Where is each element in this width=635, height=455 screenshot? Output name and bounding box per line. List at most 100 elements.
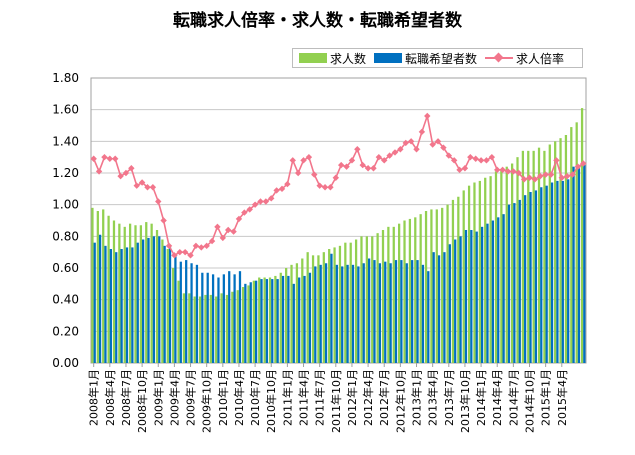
bar-job-seekers bbox=[405, 263, 408, 363]
point-ratio bbox=[526, 174, 533, 181]
point-ratio bbox=[553, 157, 560, 164]
bar-job-openings bbox=[123, 226, 126, 363]
bar-job-seekers bbox=[437, 255, 441, 363]
point-ratio bbox=[520, 176, 528, 183]
bar-job-openings bbox=[424, 211, 428, 363]
bar-job-openings bbox=[381, 230, 385, 363]
x-tick-label: 2009年10月 bbox=[200, 369, 214, 433]
y-tick-label: 1.20 bbox=[52, 166, 79, 180]
bar-job-seekers bbox=[421, 264, 425, 363]
point-ratio bbox=[424, 112, 431, 120]
point-ratio bbox=[381, 157, 388, 164]
x-tick-label: 2014年10月 bbox=[523, 369, 537, 433]
point-ratio bbox=[321, 184, 329, 191]
point-ratio bbox=[284, 180, 291, 188]
point-ratio bbox=[294, 169, 302, 177]
bar-job-openings bbox=[365, 236, 368, 363]
x-tick-label: 2013年7月 bbox=[442, 369, 456, 426]
bar-job-openings bbox=[91, 207, 94, 363]
bar-job-openings bbox=[532, 150, 535, 363]
legend-label-job-openings: 求人数 bbox=[330, 51, 367, 66]
bar-job-seekers bbox=[115, 252, 118, 363]
bar-job-openings bbox=[295, 263, 299, 363]
x-tick-label: 2011年7月 bbox=[313, 369, 327, 426]
bar-job-seekers bbox=[561, 180, 564, 363]
bar-job-openings bbox=[166, 249, 169, 363]
point-ratio bbox=[445, 152, 452, 159]
bar-job-seekers bbox=[427, 271, 430, 363]
point-ratio bbox=[467, 153, 474, 161]
point-ratio bbox=[337, 161, 345, 169]
point-ratio bbox=[499, 166, 506, 174]
bar-job-openings bbox=[543, 150, 546, 363]
bar-job-openings bbox=[317, 255, 320, 363]
bar-job-seekers bbox=[411, 260, 414, 363]
point-ratio bbox=[343, 163, 350, 170]
x-tick-label: 2011年10月 bbox=[329, 369, 343, 433]
point-ratio bbox=[101, 153, 108, 161]
y-tick-label: 1.60 bbox=[52, 103, 79, 117]
bar-job-openings bbox=[403, 220, 406, 363]
bar-job-seekers bbox=[362, 263, 365, 363]
x-tick-label: 2013年1月 bbox=[410, 369, 424, 426]
point-ratio bbox=[219, 234, 227, 242]
bar-job-seekers bbox=[583, 165, 586, 363]
x-tick-label: 2010年1月 bbox=[216, 369, 230, 426]
bar-job-seekers bbox=[491, 220, 494, 363]
bar-job-openings bbox=[198, 296, 202, 363]
bar-job-openings bbox=[225, 294, 229, 363]
legend-swatch-job-openings bbox=[299, 53, 327, 63]
point-ratio bbox=[418, 128, 426, 136]
point-ratio bbox=[225, 226, 232, 234]
bar-job-openings bbox=[112, 220, 116, 363]
point-ratio bbox=[488, 153, 496, 161]
bar-job-seekers bbox=[158, 236, 161, 363]
bar-job-seekers bbox=[502, 214, 505, 363]
bar-job-openings bbox=[435, 209, 438, 363]
x-tick-label: 2008年7月 bbox=[119, 369, 133, 426]
legend-swatch-ratio bbox=[485, 53, 514, 63]
bar-job-openings bbox=[500, 169, 503, 363]
bar-job-openings bbox=[414, 217, 417, 363]
bar-job-openings bbox=[247, 285, 250, 363]
bar-job-openings bbox=[376, 233, 379, 363]
bar-job-openings bbox=[172, 268, 175, 363]
x-tick-label: 2014年4月 bbox=[490, 369, 504, 426]
bar-job-openings bbox=[419, 214, 422, 363]
y-tick-label: 1.00 bbox=[52, 198, 79, 212]
bar-job-seekers bbox=[550, 182, 554, 363]
x-tick-label: 2014年1月 bbox=[474, 369, 488, 426]
point-ratio bbox=[235, 215, 243, 223]
bar-job-openings bbox=[462, 190, 465, 363]
bar-job-seekers bbox=[518, 199, 521, 363]
bar-job-openings bbox=[128, 223, 132, 363]
y-tick-label: 1.80 bbox=[52, 71, 79, 85]
bar-job-openings bbox=[118, 223, 121, 363]
bar-job-openings bbox=[306, 252, 309, 363]
bar-job-openings bbox=[338, 245, 342, 363]
bar-job-openings bbox=[252, 280, 255, 363]
point-ratio bbox=[407, 138, 415, 145]
point-ratio bbox=[429, 141, 436, 148]
bar-job-openings bbox=[107, 215, 110, 363]
x-tick-label: 2012年1月 bbox=[345, 369, 359, 426]
bar-job-openings bbox=[279, 272, 282, 363]
bar-job-openings bbox=[177, 280, 180, 363]
bar-job-seekers bbox=[271, 279, 274, 363]
bar-job-openings bbox=[193, 296, 196, 363]
bar-job-openings bbox=[139, 225, 143, 363]
point-ratio bbox=[300, 157, 307, 164]
bar-job-openings bbox=[387, 226, 390, 363]
point-ratio bbox=[558, 174, 565, 181]
legend-item-ratio: 求人倍率 bbox=[485, 50, 564, 67]
bar-job-openings bbox=[134, 225, 137, 363]
bar-job-openings bbox=[241, 287, 245, 363]
point-ratio bbox=[230, 228, 237, 235]
point-ratio bbox=[246, 206, 253, 213]
bar-job-seekers bbox=[147, 237, 150, 363]
x-tick-label: 2009年4月 bbox=[167, 369, 181, 426]
x-tick-label: 2010年7月 bbox=[248, 369, 262, 426]
point-ratio bbox=[472, 155, 479, 162]
bar-job-seekers bbox=[217, 277, 220, 363]
